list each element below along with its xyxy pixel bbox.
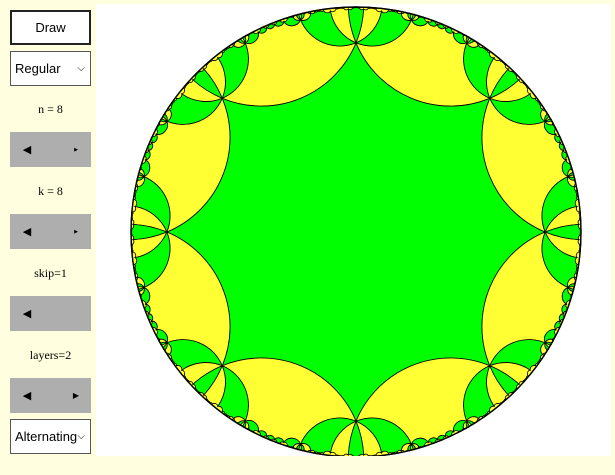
n-label: n = 8 [38,102,63,116]
draw-button[interactable]: Draw [10,10,91,45]
tile [165,41,547,423]
scroll-thumb[interactable] [47,296,91,331]
skip-scrollbar[interactable]: ◀ [10,296,91,331]
scroll-left-icon[interactable]: ◀ [22,308,32,320]
tile [486,364,510,408]
layers-scrollbar[interactable]: ◀ ▶ [10,378,91,413]
tile [488,362,532,386]
scroll-left-icon[interactable]: ◀ [22,226,32,238]
coloring-value: Alternating [15,429,78,444]
tile [354,9,413,47]
tile [355,6,383,44]
scroll-left-icon[interactable]: ◀ [22,390,32,402]
n-scrollbar[interactable]: ◀ ▶ [10,132,91,167]
tile [191,365,223,397]
tile [544,231,582,259]
tiling-type-select[interactable]: Regular ⌵ [10,51,91,86]
coloring-select[interactable]: Alternating ⌵ [10,419,91,454]
scroll-right-icon[interactable]: ▶ [72,391,80,400]
disk-edge [130,6,582,456]
k-label: k = 8 [38,184,63,198]
tile [180,362,224,386]
tile [544,223,582,241]
tile [299,417,358,455]
skip-label: skip=1 [34,266,67,280]
tile [489,67,521,99]
tile [133,230,171,289]
tile [347,420,365,456]
tile [355,420,383,456]
chevron-down-icon: ⌵ [77,431,85,442]
tiling-canvas[interactable] [96,4,611,456]
tile [489,365,521,397]
tile [541,175,579,234]
tiling-type-value: Regular [15,61,61,76]
k-scrollbar[interactable]: ◀ ▶ [10,214,91,249]
layers-label: layers=2 [29,348,72,362]
poincare-disk [130,6,582,456]
chevron-down-icon: ⌵ [77,63,85,74]
scroll-left-icon[interactable]: ◀ [22,144,32,156]
scroll-right-icon[interactable]: ▶ [74,147,78,153]
tile [486,56,510,100]
tile [130,231,168,259]
scroll-right-icon[interactable]: ▶ [74,229,78,235]
